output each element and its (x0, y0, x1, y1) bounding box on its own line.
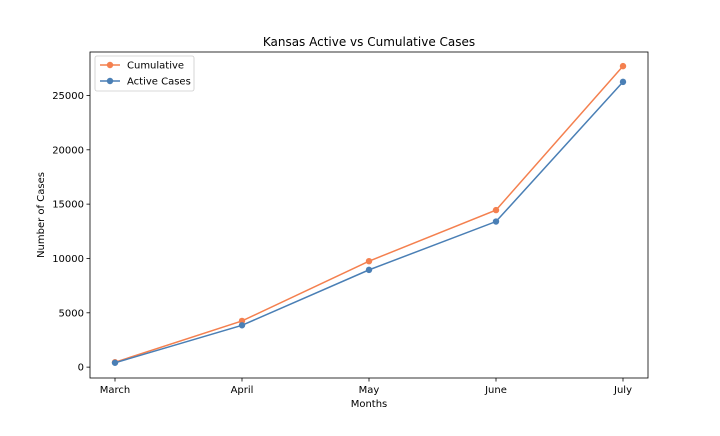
legend-label: Cumulative (127, 61, 184, 72)
data-point (492, 206, 500, 214)
y-tick-label: 5000 (59, 308, 84, 319)
plot-area (89, 51, 649, 379)
chart-title: Kansas Active vs Cumulative Cases (263, 35, 475, 49)
y-axis: 0 5000 10000 15000 20000 25000 (52, 91, 90, 374)
series-layer (111, 62, 627, 366)
y-tick-label: 15000 (52, 200, 84, 211)
legend-marker (106, 77, 114, 85)
legend: Cumulative Active Cases (94, 55, 195, 92)
x-tick-label: July (613, 385, 632, 396)
y-tick-label: 25000 (52, 91, 84, 102)
x-axis-title: Months (351, 399, 388, 410)
data-point (111, 359, 119, 366)
data-point (619, 62, 627, 70)
x-tick-label: March (100, 385, 130, 396)
series-line (114, 65, 624, 363)
data-point (619, 78, 627, 86)
y-tick-label: 10000 (52, 254, 84, 265)
data-point (238, 322, 246, 329)
x-axis: March April May June July (100, 378, 632, 396)
data-point (365, 266, 373, 274)
series-0 (111, 62, 627, 366)
y-tick-label: 20000 (52, 145, 84, 156)
y-axis-title: Number of Cases (36, 172, 47, 258)
x-tick-label: May (359, 385, 380, 396)
series-1 (111, 78, 627, 366)
data-point (365, 257, 373, 265)
x-tick-label: April (231, 385, 254, 396)
legend-marker (106, 61, 114, 69)
x-tick-label: June (484, 385, 507, 396)
y-tick-label: 0 (78, 363, 84, 374)
data-point (492, 218, 500, 225)
legend-label: Active Cases (127, 77, 191, 88)
series-line (114, 81, 624, 364)
